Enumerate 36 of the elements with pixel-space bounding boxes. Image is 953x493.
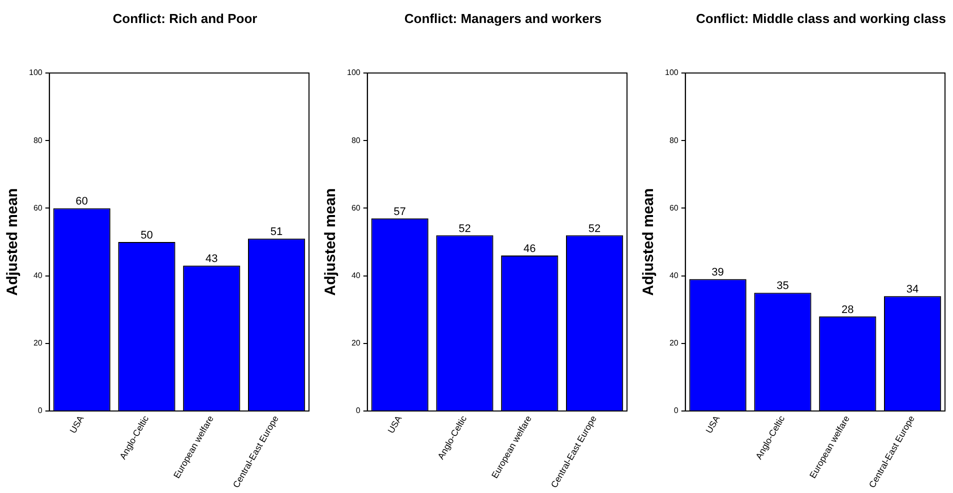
data-label: 52 bbox=[588, 222, 601, 235]
data-label: 46 bbox=[524, 243, 536, 256]
chart-title: Conflict: Rich and Poor bbox=[112, 10, 258, 27]
y-axis-title: Adjusted mean bbox=[4, 188, 22, 296]
y-tick-label: 40 bbox=[351, 270, 361, 280]
y-tick-label: 60 bbox=[351, 203, 361, 212]
y-tick-label: 80 bbox=[351, 136, 361, 145]
y-tick-label: 80 bbox=[669, 136, 679, 145]
data-label: 52 bbox=[458, 222, 471, 235]
data-label: 39 bbox=[712, 266, 724, 279]
y-tick-label: 20 bbox=[33, 338, 43, 348]
y-tick-label: 100 bbox=[28, 68, 43, 78]
y-tick-label: 0 bbox=[674, 406, 679, 416]
y-tick-label: 20 bbox=[351, 338, 361, 348]
data-label: 50 bbox=[140, 230, 153, 242]
data-label: 51 bbox=[270, 226, 283, 238]
y-axis-title: Adjusted mean bbox=[322, 188, 340, 296]
data-label: 60 bbox=[76, 196, 88, 208]
y-tick-label: 80 bbox=[33, 136, 43, 145]
y-tick-label: 20 bbox=[669, 338, 679, 348]
y-tick-label: 0 bbox=[38, 406, 43, 416]
chart-title: Conflict: Managers and workers bbox=[403, 10, 603, 27]
data-label: 43 bbox=[206, 253, 218, 266]
y-tick-label: 0 bbox=[356, 406, 361, 416]
data-label: 34 bbox=[906, 284, 919, 296]
y-tick-label: 60 bbox=[33, 203, 43, 212]
data-label: 35 bbox=[776, 280, 789, 292]
chart-title: Conflict: Middle class and working class bbox=[696, 10, 946, 27]
y-tick-label: 60 bbox=[669, 203, 679, 212]
y-tick-label: 40 bbox=[669, 270, 679, 280]
y-tick-label: 100 bbox=[664, 68, 679, 78]
data-label: 57 bbox=[394, 206, 406, 218]
y-axis-title: Adjusted mean bbox=[640, 188, 658, 296]
y-tick-label: 40 bbox=[33, 270, 43, 280]
data-label: 28 bbox=[842, 304, 854, 316]
y-tick-label: 100 bbox=[346, 68, 361, 78]
